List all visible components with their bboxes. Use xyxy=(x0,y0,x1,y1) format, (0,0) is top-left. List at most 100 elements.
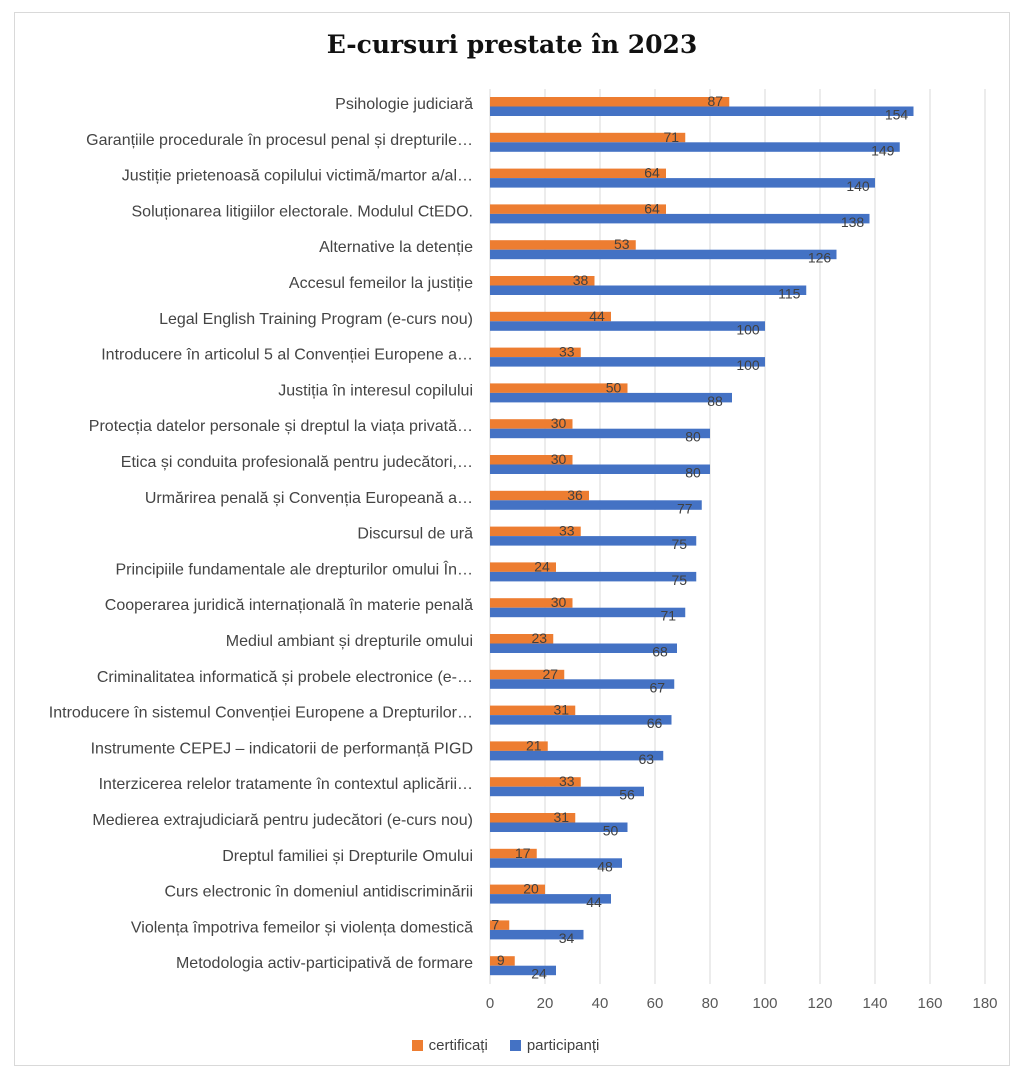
bar-certificati xyxy=(490,347,581,358)
category-label: Legal English Training Program (e-curs n… xyxy=(159,311,473,328)
category-label: Dreptul familiei și Drepturile Omului xyxy=(222,848,473,865)
data-label-participanti: 80 xyxy=(685,465,701,481)
bar-participanti xyxy=(490,500,702,510)
bar-participanti xyxy=(490,607,686,618)
data-label-certificati: 30 xyxy=(551,594,567,610)
data-label-certificati: 30 xyxy=(551,451,567,467)
data-label-certificati: 31 xyxy=(553,702,569,718)
data-label-participanti: 48 xyxy=(597,858,613,874)
data-label-certificati: 9 xyxy=(497,952,505,968)
bar-certificati xyxy=(490,490,589,501)
data-label-certificati: 50 xyxy=(606,379,622,395)
data-label-participanti: 66 xyxy=(647,715,663,731)
data-label-certificati: 27 xyxy=(542,666,558,682)
bar-participanti xyxy=(490,536,697,546)
bar-certificati xyxy=(490,705,576,716)
data-label-certificati: 71 xyxy=(663,129,679,145)
data-label-certificati: 23 xyxy=(531,630,547,646)
bar-participanti xyxy=(490,464,710,474)
data-label-certificati: 87 xyxy=(707,93,723,109)
data-label-certificati: 31 xyxy=(553,809,569,825)
category-label: Mediul ambiant și drepturile omului xyxy=(226,633,473,650)
category-label: Psihologie judiciară xyxy=(335,96,473,113)
legend-item-participanti: participanți xyxy=(509,1037,599,1054)
bar-participanti xyxy=(490,750,664,761)
category-label: Etica și conduita profesională pentru ju… xyxy=(121,454,473,471)
bar-participanti xyxy=(490,106,914,116)
bar-participanti xyxy=(490,786,644,797)
x-tick-label: 160 xyxy=(917,995,942,1012)
bar-certificati xyxy=(490,848,537,859)
data-label-participanti: 126 xyxy=(808,250,832,266)
category-label: Accesul femeilor la justiție xyxy=(289,275,473,292)
bar-certificati xyxy=(490,669,565,680)
data-label-participanti: 71 xyxy=(660,608,676,624)
category-label: Alternative la detenție xyxy=(319,239,473,256)
bar-participanti xyxy=(490,643,677,653)
bar-certificati xyxy=(490,741,548,751)
bar-participanti xyxy=(490,715,672,725)
category-label: Interzicerea relelor tratamente în conte… xyxy=(99,776,473,793)
data-label-participanti: 50 xyxy=(603,823,619,839)
legend-swatch-certificati xyxy=(411,1040,423,1051)
category-label: Urmărirea penală și Convenția Europeană … xyxy=(145,490,473,507)
bar-participanti xyxy=(490,321,765,331)
bar-participanti xyxy=(490,822,628,832)
legend-item-certificati: certificați xyxy=(411,1037,488,1054)
bar-certificati xyxy=(490,956,515,966)
data-label-participanti: 24 xyxy=(531,966,547,982)
data-label-certificati: 64 xyxy=(644,200,660,216)
bar-participanti xyxy=(490,357,765,367)
bar-participanti xyxy=(490,428,710,439)
bar-certificati xyxy=(490,920,510,930)
bar-participanti xyxy=(490,858,622,868)
category-label: Justiție prietenoasă copilului victimă/m… xyxy=(122,168,473,185)
bar-participanti xyxy=(490,178,875,188)
bar-participanti xyxy=(490,894,611,904)
bar-certificati xyxy=(490,97,730,107)
data-label-certificati: 36 xyxy=(567,487,583,503)
data-label-certificati: 30 xyxy=(551,415,567,431)
chart-title: E-cursuri prestate în 2023 xyxy=(326,30,698,59)
bar-participanti xyxy=(490,965,556,976)
bar-participanti xyxy=(490,929,584,940)
data-label-participanti: 67 xyxy=(649,679,665,695)
data-label-certificati: 7 xyxy=(491,916,499,932)
x-tick-label: 140 xyxy=(862,995,887,1012)
category-label: Justiția în interesul copilului xyxy=(278,382,473,399)
category-label: Medierea extrajudiciară pentru judecător… xyxy=(92,812,473,829)
bar-participanti xyxy=(490,142,900,152)
bar-certificati xyxy=(490,132,686,143)
category-label: Introducere în articolul 5 al Convenției… xyxy=(101,347,473,364)
data-label-certificati: 33 xyxy=(559,523,575,539)
data-label-certificati: 38 xyxy=(573,272,589,288)
bar-certificati xyxy=(490,884,545,895)
data-label-participanti: 100 xyxy=(736,321,760,337)
x-tick-label: 100 xyxy=(752,995,777,1012)
data-label-participanti: 44 xyxy=(586,894,602,910)
data-label-participanti: 140 xyxy=(846,178,870,194)
legend-label-certificati: certificați xyxy=(428,1037,488,1054)
data-label-certificati: 17 xyxy=(515,845,531,861)
data-label-participanti: 115 xyxy=(778,286,801,302)
data-label-certificati: 33 xyxy=(559,344,575,360)
bar-certificati xyxy=(490,204,666,214)
category-label: Garanțiile procedurale în procesul penal… xyxy=(86,132,473,149)
data-label-participanti: 75 xyxy=(671,572,687,588)
x-tick-label: 40 xyxy=(592,995,609,1012)
category-label: Instrumente CEPEJ – indicatorii de perfo… xyxy=(91,740,473,757)
category-label: Curs electronic în domeniul antidiscrimi… xyxy=(164,884,473,901)
category-label: Metodologia activ-participativă de forma… xyxy=(176,955,473,972)
data-label-participanti: 149 xyxy=(871,142,895,158)
data-label-participanti: 77 xyxy=(677,500,693,516)
x-tick-label: 60 xyxy=(647,995,664,1012)
bar-certificati xyxy=(490,813,576,823)
data-label-participanti: 68 xyxy=(652,644,668,660)
bar-certificati xyxy=(490,777,581,787)
bar-certificati xyxy=(490,419,573,429)
category-label: Cooperarea juridică internațională în ma… xyxy=(105,597,473,614)
data-label-certificati: 20 xyxy=(523,881,539,897)
bar-certificati xyxy=(490,276,595,286)
data-label-participanti: 56 xyxy=(619,787,635,803)
data-label-certificati: 44 xyxy=(589,308,605,324)
